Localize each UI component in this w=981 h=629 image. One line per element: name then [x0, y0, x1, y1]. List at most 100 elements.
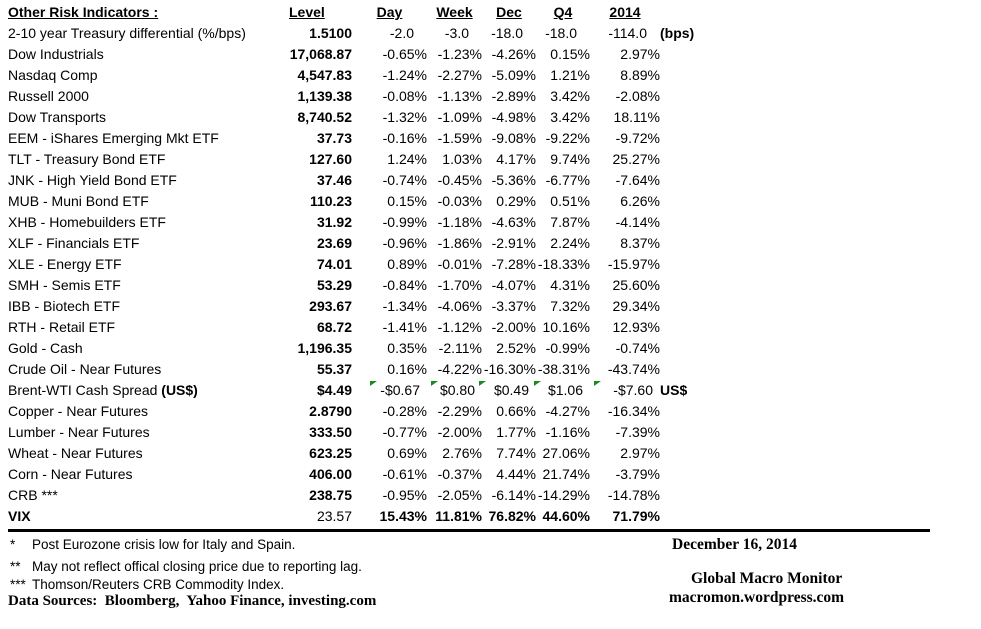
value-cell: 2.97%: [620, 445, 660, 461]
value-cell: 11.81%: [435, 508, 482, 524]
value-cell: 0.51%: [550, 193, 590, 209]
value-cell: -5.09%: [491, 67, 536, 83]
value-cell: -2.27%: [437, 67, 482, 83]
note-cell: [660, 401, 830, 422]
value-cell: -1.24%: [382, 67, 427, 83]
note-cell: [660, 212, 830, 233]
level-cell: 17,068.87: [289, 46, 352, 62]
value-cell: -1.18%: [437, 214, 482, 230]
value-cell: -2.00%: [437, 424, 482, 440]
value-cell: 25.60%: [612, 277, 660, 293]
row-label: 2-10 year Treasury differential (%/bps): [8, 25, 246, 41]
level-cell: 1.5100: [309, 25, 352, 41]
value-cell: -2.00%: [491, 319, 536, 335]
value-cell: 4.17%: [496, 151, 536, 167]
row-label: Copper - Near Futures: [8, 403, 149, 419]
column-header-day: Day: [376, 4, 403, 20]
column-header-note: [660, 2, 830, 23]
footnote-text: May not reflect offical closing price du…: [32, 559, 362, 574]
value-cell: 6.26%: [620, 193, 660, 209]
level-cell: 37.73: [316, 130, 352, 146]
value-cell: -0.95%: [382, 487, 427, 503]
table-row: Copper - Near Futures 2.8790 -0.28% -2.2…: [8, 401, 830, 422]
note-cell: [660, 65, 830, 86]
value-cell: 0.15%: [387, 193, 427, 209]
value-cell: 7.87%: [550, 214, 590, 230]
value-cell: 0.16%: [387, 361, 427, 377]
cell-flag-icon: [479, 381, 486, 386]
row-label: Dow Industrials: [8, 46, 104, 62]
header-row: Other Risk Indicators : Level Day Week D…: [8, 2, 830, 23]
footnote: *** Thomson/Reuters CRB Commodity Index.: [10, 577, 284, 592]
value-cell: -4.63%: [491, 214, 536, 230]
table-row: Wheat - Near Futures 623.25 0.69% 2.76% …: [8, 443, 830, 464]
value-cell: -$7.60: [590, 380, 660, 401]
data-sources: Data Sources: Bloomberg, Yahoo Finance, …: [8, 593, 377, 609]
note-cell: [660, 485, 830, 506]
value-cell: -18.33%: [537, 256, 590, 272]
value-cell: -0.84%: [382, 277, 427, 293]
table-row: Crude Oil - Near Futures 55.37 0.16% -4.…: [8, 359, 830, 380]
table-row: 2-10 year Treasury differential (%/bps) …: [8, 23, 830, 44]
value-cell: -114.0: [608, 25, 647, 41]
level-cell: 1,139.38: [297, 88, 353, 104]
value-cell: -9.08%: [491, 130, 536, 146]
table-row: SMH - Semis ETF 53.29 -0.84% -1.70% -4.0…: [8, 275, 830, 296]
cell-flag-icon: [370, 381, 377, 386]
value-cell: -6.14%: [491, 487, 536, 503]
value-cell: -0.99%: [545, 340, 590, 356]
level-cell: 2.8790: [309, 403, 352, 419]
value-cell: 15.43%: [379, 508, 427, 524]
note-cell: [660, 506, 830, 527]
column-header-q4: Q4: [553, 4, 573, 20]
value-cell: -3.37%: [491, 298, 536, 314]
table-row: TLT - Treasury Bond ETF 127.60 1.24% 1.0…: [8, 149, 830, 170]
value-cell: -7.39%: [615, 424, 660, 440]
level-cell: 53.29: [316, 277, 352, 293]
value-cell: 7.32%: [550, 298, 590, 314]
value-cell: 9.74%: [550, 151, 590, 167]
value-cell: 29.34%: [612, 298, 660, 314]
value-cell: -7.28%: [491, 256, 536, 272]
table-row: XLE - Energy ETF 74.01 0.89% -0.01% -7.2…: [8, 254, 830, 275]
value-cell: $0.80: [427, 380, 482, 401]
value-cell: 1.03%: [442, 151, 482, 167]
value-cell: 3.42%: [550, 109, 590, 125]
row-label: XHB - Homebuilders ETF: [8, 214, 166, 230]
value-cell: 4.44%: [496, 466, 536, 482]
table-row: Gold - Cash 1,196.35 0.35% -2.11% 2.52% …: [8, 338, 830, 359]
row-label: SMH - Semis ETF: [8, 277, 121, 293]
value-cell: 1.21%: [550, 67, 590, 83]
note-cell: [660, 422, 830, 443]
note-cell: [660, 170, 830, 191]
note-cell: [660, 191, 830, 212]
value-cell: 0.66%: [496, 403, 536, 419]
value-cell: 21.74%: [542, 466, 590, 482]
value-cell: -2.91%: [491, 235, 536, 251]
row-label-bold: (US$): [161, 382, 198, 398]
column-header-2014: 2014: [609, 4, 641, 20]
table-row: XHB - Homebuilders ETF 31.92 -0.99% -1.1…: [8, 212, 830, 233]
value-cell: 71.79%: [612, 508, 660, 524]
footnote-marker: ***: [10, 577, 26, 592]
note-cell: [660, 86, 830, 107]
value-cell: -4.06%: [437, 298, 482, 314]
table-body: 2-10 year Treasury differential (%/bps) …: [8, 23, 830, 527]
value-cell: -0.03%: [437, 193, 482, 209]
table-row: Nasdaq Comp 4,547.83 -1.24% -2.27% -5.09…: [8, 65, 830, 86]
note-cell: [660, 296, 830, 317]
org-url: macromon.wordpress.com: [669, 589, 845, 606]
value-cell: -1.59%: [437, 130, 482, 146]
cell-flag-icon: [534, 381, 541, 386]
value-cell: -0.08%: [382, 88, 427, 104]
org-name: Global Macro Monitor: [691, 570, 843, 587]
level-cell: 31.92: [316, 214, 352, 230]
value-cell: -0.99%: [382, 214, 427, 230]
value-cell: -1.41%: [382, 319, 427, 335]
row-label: VIX: [8, 508, 31, 524]
value-cell: 2.97%: [620, 46, 660, 62]
value-cell: 2.76%: [442, 445, 482, 461]
note-cell: (bps): [660, 25, 695, 41]
column-header-dec: Dec: [496, 4, 522, 20]
bottom-rule: [8, 529, 930, 532]
